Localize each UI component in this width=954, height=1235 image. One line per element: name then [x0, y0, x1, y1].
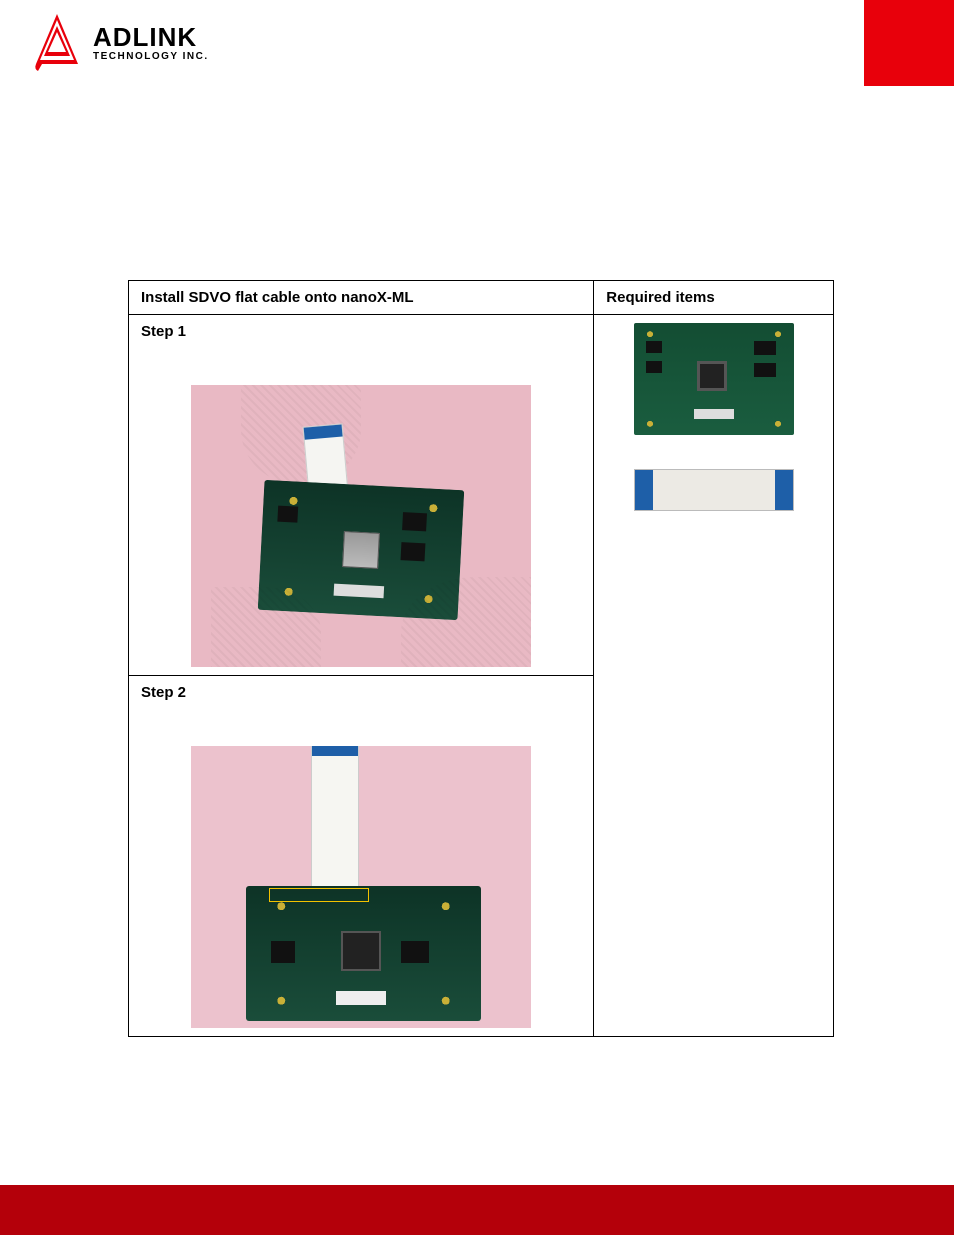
ic-chip-icon — [401, 941, 429, 963]
table-header-left: Install SDVO flat cable onto nanoX-ML — [129, 281, 594, 315]
ic-chip-icon — [401, 542, 426, 561]
ic-chip-icon — [646, 341, 662, 353]
logo-mark-icon — [30, 14, 85, 72]
page-header: ADLINK TECHNOLOGY INC. — [0, 0, 954, 86]
ic-chip-icon — [754, 363, 776, 377]
cpu-chip-icon — [342, 531, 380, 569]
required-items-cell — [594, 315, 834, 1037]
required-board-image — [634, 323, 794, 435]
instruction-table: Install SDVO flat cable onto nanoX-ML Re… — [128, 280, 834, 1037]
logo-name: ADLINK — [93, 24, 209, 50]
pcb-board-icon — [246, 886, 481, 1021]
brand-logo: ADLINK TECHNOLOGY INC. — [30, 14, 209, 72]
ic-chip-icon — [278, 506, 299, 523]
label-sticker-icon — [336, 991, 386, 1005]
ic-chip-icon — [754, 341, 776, 355]
logo-text: ADLINK TECHNOLOGY INC. — [93, 24, 209, 62]
header-accent-block — [864, 0, 954, 86]
step1-cell: Step 1 — [129, 315, 594, 676]
table-header-right: Required items — [594, 281, 834, 315]
step2-cell: Step 2 — [129, 676, 594, 1037]
glove-finger-icon — [211, 587, 321, 667]
main-content: Install SDVO flat cable onto nanoX-ML Re… — [128, 280, 834, 1037]
required-cable-image — [634, 469, 794, 511]
ic-chip-icon — [402, 512, 427, 531]
ic-chip-icon — [271, 941, 295, 963]
ic-chip-icon — [646, 361, 662, 373]
cpu-chip-icon — [697, 361, 727, 391]
label-sticker-icon — [334, 584, 385, 599]
step1-label: Step 1 — [141, 323, 581, 340]
cpu-chip-icon — [341, 931, 381, 971]
connector-highlight-icon — [269, 888, 369, 902]
step2-label: Step 2 — [141, 684, 581, 701]
flat-cable-icon — [311, 746, 359, 901]
label-sticker-icon — [694, 409, 734, 419]
step1-image — [191, 385, 531, 667]
step2-image — [191, 746, 531, 1028]
logo-tagline: TECHNOLOGY INC. — [93, 51, 209, 62]
page-footer — [0, 1185, 954, 1235]
